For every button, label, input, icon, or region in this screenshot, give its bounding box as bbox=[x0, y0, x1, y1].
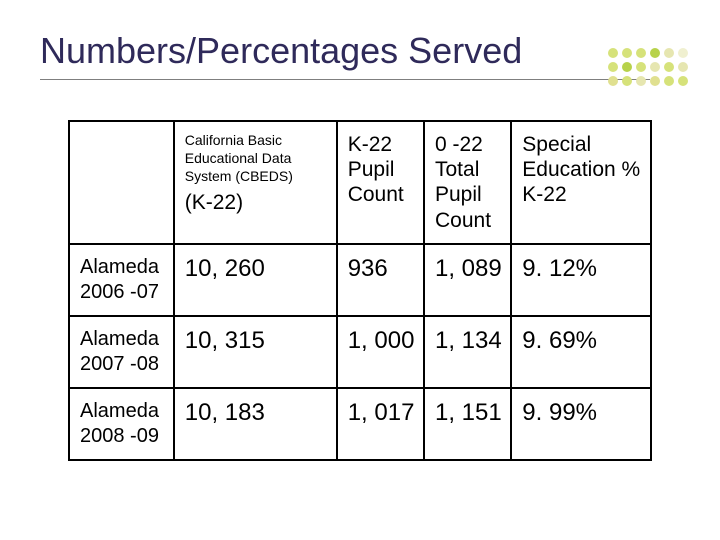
row-label: Alameda2007 -08 bbox=[69, 316, 174, 388]
cell-cbeds: 10, 260 bbox=[174, 244, 337, 316]
row-label: Alameda2008 -09 bbox=[69, 388, 174, 460]
title-row: Numbers/Percentages Served bbox=[40, 30, 680, 80]
table-container: California Basic Educational Data System… bbox=[68, 120, 652, 461]
col-header-cbeds: California Basic Educational Data System… bbox=[174, 121, 337, 244]
dot-icon bbox=[608, 76, 618, 86]
dot-icon bbox=[678, 76, 688, 86]
col-header-blank bbox=[69, 121, 174, 244]
cell-cbeds: 10, 183 bbox=[174, 388, 337, 460]
cell-k22: 936 bbox=[337, 244, 424, 316]
dot-icon bbox=[664, 76, 674, 86]
row-label: Alameda2006 -07 bbox=[69, 244, 174, 316]
row-label-line1: Alameda bbox=[80, 327, 165, 352]
slide: Numbers/Percentages Served California Ba… bbox=[0, 0, 720, 540]
dot-icon bbox=[650, 76, 660, 86]
table-header-row: California Basic Educational Data System… bbox=[69, 121, 651, 244]
table-body: Alameda2006 -0710, 2609361, 0899. 12%Ala… bbox=[69, 244, 651, 460]
row-label-line2: 2007 -08 bbox=[80, 352, 165, 377]
col-header-total: 0 -22 Total Pupil Count bbox=[424, 121, 511, 244]
table-row: Alameda2006 -0710, 2609361, 0899. 12% bbox=[69, 244, 651, 316]
row-label-line1: Alameda bbox=[80, 255, 165, 280]
table-row: Alameda2007 -0810, 3151, 0001, 1349. 69% bbox=[69, 316, 651, 388]
cell-k22: 1, 000 bbox=[337, 316, 424, 388]
title-underline bbox=[40, 79, 650, 80]
row-label-line2: 2006 -07 bbox=[80, 280, 165, 305]
cell-pct: 9. 12% bbox=[511, 244, 651, 316]
row-label-line2: 2008 -09 bbox=[80, 424, 165, 449]
col-header-k22: K-22 Pupil Count bbox=[337, 121, 424, 244]
row-label-line1: Alameda bbox=[80, 399, 165, 424]
data-table: California Basic Educational Data System… bbox=[68, 120, 652, 461]
table-row: Alameda2008 -0910, 1831, 0171, 1519. 99% bbox=[69, 388, 651, 460]
cell-pct: 9. 69% bbox=[511, 316, 651, 388]
col-header-cbeds-line2: (K-22) bbox=[185, 190, 328, 215]
col-header-cbeds-line1: California Basic Educational Data System… bbox=[185, 132, 293, 184]
col-header-pct: Special Education % K-22 bbox=[511, 121, 651, 244]
cell-total: 1, 151 bbox=[424, 388, 511, 460]
cell-total: 1, 134 bbox=[424, 316, 511, 388]
page-title: Numbers/Percentages Served bbox=[40, 30, 680, 72]
cell-cbeds: 10, 315 bbox=[174, 316, 337, 388]
cell-k22: 1, 017 bbox=[337, 388, 424, 460]
cell-pct: 9. 99% bbox=[511, 388, 651, 460]
dot-icon bbox=[622, 76, 632, 86]
cell-total: 1, 089 bbox=[424, 244, 511, 316]
dot-icon bbox=[636, 76, 646, 86]
